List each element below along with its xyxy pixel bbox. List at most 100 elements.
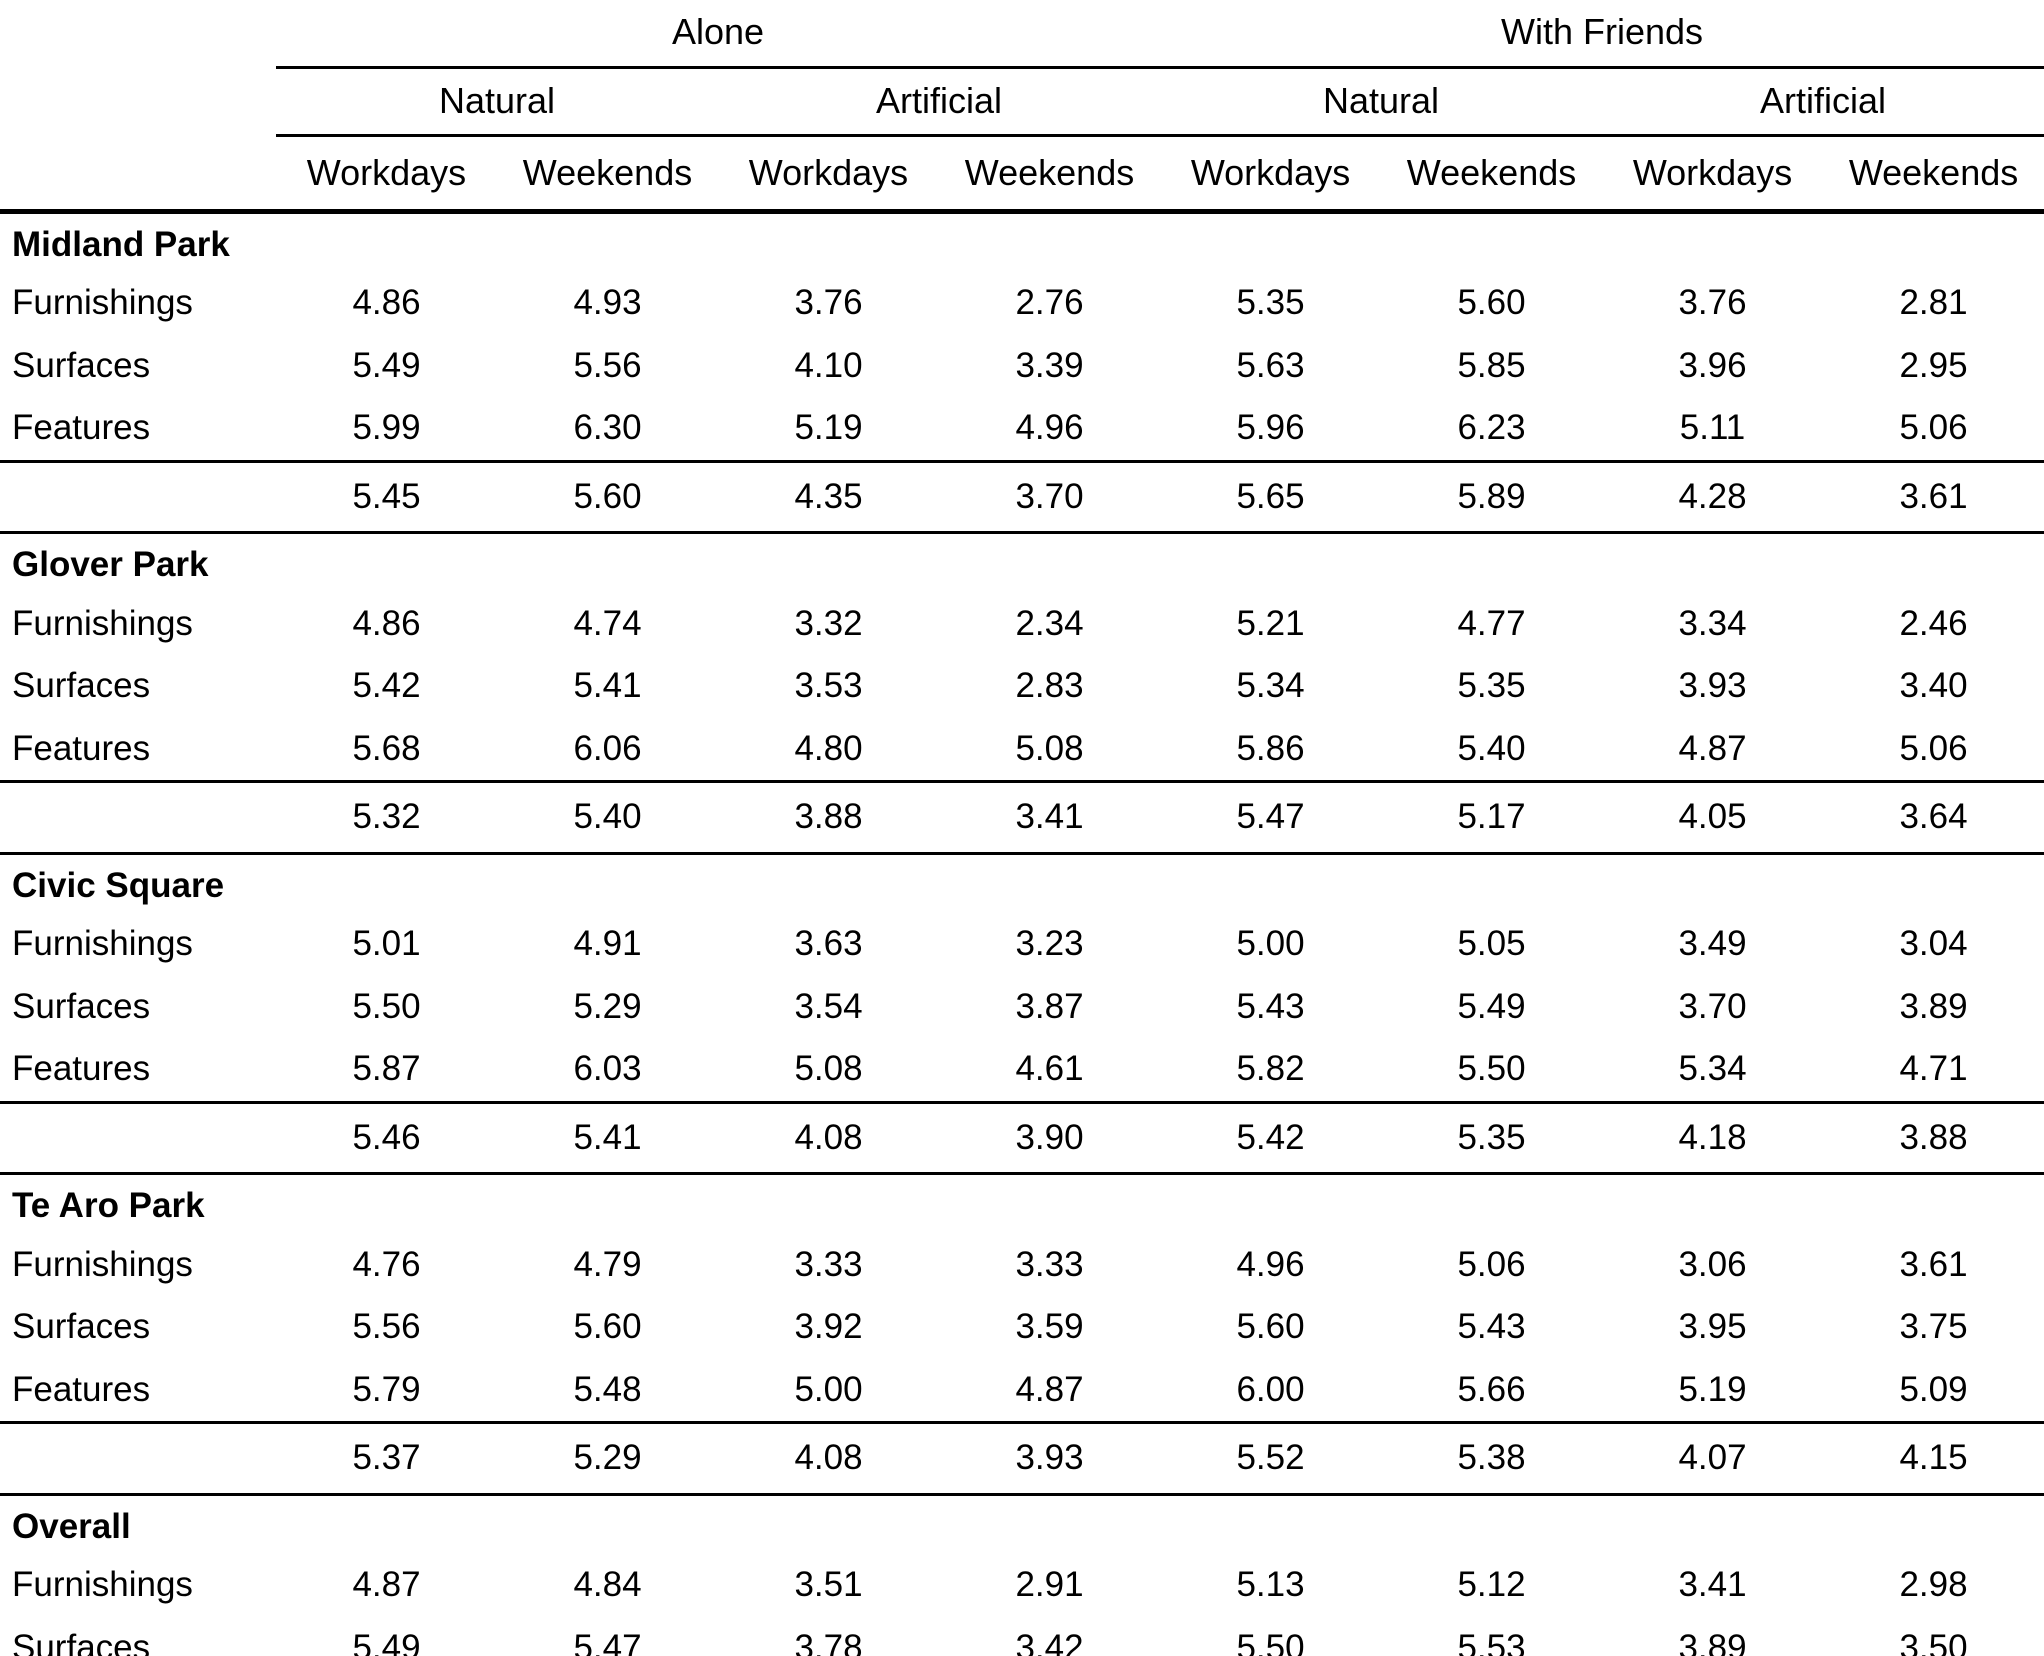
value-cell: 6.23 [1381, 397, 1603, 463]
value-cell: 4.71 [1823, 1038, 2044, 1104]
value-cell: 5.49 [1457, 986, 1526, 1026]
summary-row: 5.37 5.29 4.08 3.93 5.52 5.38 4.07 4.15 [0, 1422, 2044, 1496]
value-cell: 5.96 [1160, 397, 1382, 463]
value-cell: 5.43 [1457, 1307, 1526, 1347]
value-cell: 3.95 [1678, 1307, 1747, 1347]
value-cell: 4.87 [939, 1358, 1161, 1425]
value-cell: 2.98 [1899, 1565, 1968, 1605]
summary-value-cell: 5.40 [497, 781, 718, 855]
value-cell: 3.53 [794, 666, 863, 706]
value-cell: 3.89 [1678, 1627, 1747, 1656]
value-cell: 4.96 [939, 397, 1161, 463]
value-cell: 5.19 [1602, 1358, 1824, 1425]
value-cell: 5.99 [276, 397, 497, 463]
value-cell: 5.63 [1236, 345, 1305, 385]
summary-value-cell: 3.41 [939, 781, 1161, 855]
value-cell: 3.41 [1678, 1565, 1747, 1605]
table-body: Midland Park Furnishings 4.86 4.93 3.76 2.76 5… [0, 211, 2044, 1656]
summary-value-cell: 5.32 [276, 781, 497, 855]
value-cell: 5.56 [573, 345, 642, 385]
summary-value-cell: 5.47 [1160, 781, 1382, 855]
data-row: Furnishings 4.87 4.84 3.51 2.91 5.13 5.12 3.41 2… [0, 1554, 2044, 1617]
row-label: Surfaces [12, 345, 151, 385]
subgroup-alone-natural: Natural [276, 67, 718, 138]
value-cell: 5.34 [1602, 1038, 1824, 1104]
value-cell: 5.05 [1457, 924, 1526, 964]
summary-value-cell: 5.29 [497, 1422, 718, 1496]
value-cell: 5.68 [276, 717, 497, 784]
value-cell: 5.12 [1457, 1565, 1526, 1605]
day-header-row: Workdays Weekends Workdays Weekends Work… [0, 135, 2044, 214]
subgroup-friends-natural: Natural [1160, 67, 1603, 138]
group-name: Civic Square [12, 865, 225, 905]
value-cell: 3.78 [794, 1627, 863, 1656]
value-cell: 5.11 [1602, 397, 1824, 463]
value-cell: 5.42 [352, 666, 421, 706]
value-cell: 3.87 [1015, 986, 1084, 1026]
group-name-row: Glover Park [0, 533, 2044, 593]
summary-row: 5.32 5.40 3.88 3.41 5.47 5.17 4.05 3.64 [0, 781, 2044, 855]
value-cell: 5.09 [1823, 1358, 2044, 1425]
value-cell: 5.01 [352, 924, 421, 964]
summary-row: 5.46 5.41 4.08 3.90 5.42 5.35 4.18 3.88 [0, 1102, 2044, 1176]
value-cell: 4.74 [573, 603, 642, 643]
summary-value-cell: 5.37 [276, 1422, 497, 1496]
summary-empty-label [0, 1422, 276, 1496]
company-header-row: Alone With Friends [0, 0, 2044, 69]
day-header: Workdays [718, 135, 939, 214]
summary-value-cell: 5.60 [497, 461, 718, 535]
group-name-row: Te Aro Park [0, 1174, 2044, 1234]
data-row: Surfaces 5.49 5.56 4.10 3.39 5.63 5.85 3.96 2.95 [0, 335, 2044, 398]
value-cell: 2.76 [1015, 283, 1084, 323]
value-cell: 5.35 [1457, 666, 1526, 706]
value-cell: 3.76 [794, 283, 863, 323]
day-header: Weekends [1823, 135, 2044, 214]
summary-value-cell: 5.46 [276, 1102, 497, 1176]
value-cell: 5.87 [276, 1038, 497, 1104]
value-cell: 3.96 [1678, 345, 1747, 385]
day-header: Weekends [939, 135, 1161, 214]
summary-value-cell: 5.45 [276, 461, 497, 535]
value-cell: 4.86 [352, 603, 421, 643]
row-label: Surfaces [12, 1627, 151, 1656]
value-cell: 2.81 [1899, 283, 1968, 323]
value-cell: 3.54 [794, 986, 863, 1026]
row-label: Features [0, 1038, 276, 1104]
value-cell: 5.79 [276, 1358, 497, 1425]
value-cell: 3.63 [794, 924, 863, 964]
row-label: Furnishings [12, 283, 193, 323]
day-header: Weekends [497, 135, 718, 214]
value-cell: 2.91 [1015, 1565, 1084, 1605]
value-cell: 5.40 [1381, 717, 1603, 784]
value-cell: 5.47 [573, 1627, 642, 1656]
value-cell: 5.19 [718, 397, 939, 463]
value-cell: 4.79 [573, 1244, 642, 1284]
value-cell: 5.21 [1236, 603, 1305, 643]
summary-value-cell: 5.89 [1381, 461, 1603, 535]
row-label: Furnishings [12, 1244, 193, 1284]
value-cell: 3.49 [1678, 924, 1747, 964]
value-cell: 6.30 [497, 397, 718, 463]
value-cell: 2.83 [1015, 666, 1084, 706]
subgroup-alone-artificial: Artificial [718, 67, 1161, 138]
group-name: Glover Park [12, 545, 209, 585]
value-cell: 3.23 [1015, 924, 1084, 964]
value-cell: 5.00 [1236, 924, 1305, 964]
row-label: Furnishings [12, 603, 193, 643]
corner-cell [0, 0, 276, 67]
data-row: Furnishings 4.86 4.93 3.76 2.76 5.35 5.60 3.76 2… [0, 272, 2044, 335]
summary-value-cell: 4.15 [1823, 1422, 2044, 1496]
value-cell: 5.48 [497, 1358, 718, 1425]
value-cell: 4.76 [352, 1244, 421, 1284]
value-cell: 5.49 [352, 1627, 421, 1656]
value-cell: 5.60 [1236, 1307, 1305, 1347]
value-cell: 4.84 [573, 1565, 642, 1605]
row-label: Furnishings [12, 924, 193, 964]
value-cell: 3.92 [794, 1307, 863, 1347]
data-row: Features 5.79 5.48 5.00 4.87 6.00 5.66 5.19 5.09 [0, 1358, 2044, 1425]
value-cell: 5.06 [1457, 1244, 1526, 1284]
summary-value-cell: 5.35 [1381, 1102, 1603, 1176]
group-name: Te Aro Park [12, 1186, 205, 1226]
value-cell: 5.50 [352, 986, 421, 1026]
